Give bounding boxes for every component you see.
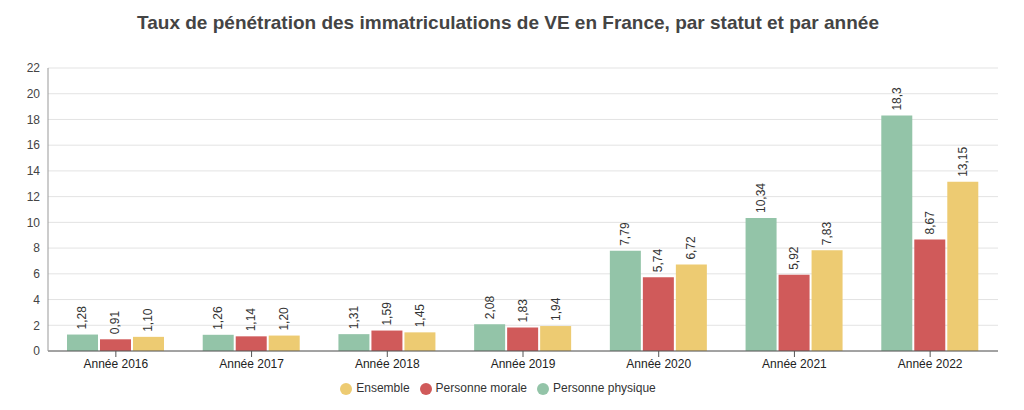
svg-text:18,3: 18,3 xyxy=(890,87,904,111)
svg-text:1,14: 1,14 xyxy=(244,308,258,332)
svg-text:Année 2017: Année 2017 xyxy=(219,357,284,371)
svg-text:10: 10 xyxy=(27,216,41,230)
html-text:Ensemble: Ensemble xyxy=(356,381,410,395)
svg-text:1,26: 1,26 xyxy=(211,306,225,330)
svg-text:1,45: 1,45 xyxy=(413,304,427,328)
svg-text:13,15: 13,15 xyxy=(956,146,970,176)
svg-text:2,08: 2,08 xyxy=(483,296,497,320)
svg-text:Année 2018: Année 2018 xyxy=(355,357,420,371)
svg-text:Année 2020: Année 2020 xyxy=(626,357,691,371)
svg-text:12: 12 xyxy=(27,190,41,204)
svg-text:14: 14 xyxy=(27,164,41,178)
svg-text:1,31: 1,31 xyxy=(347,305,361,329)
svg-text:20: 20 xyxy=(27,87,41,101)
svg-text:0,91: 0,91 xyxy=(109,311,123,335)
svg-text:0: 0 xyxy=(33,344,40,358)
svg-text:5,74: 5,74 xyxy=(651,248,665,272)
svg-text:1,10: 1,10 xyxy=(142,308,156,332)
svg-text:4: 4 xyxy=(33,293,40,307)
svg-text:22: 22 xyxy=(27,61,41,75)
svg-text:7,83: 7,83 xyxy=(820,222,834,246)
html-text:Taux de pénétration des immatr: Taux de pénétration des immatriculations… xyxy=(137,12,879,33)
svg-text:8: 8 xyxy=(33,241,40,255)
svg-text:6: 6 xyxy=(33,267,40,281)
svg-text:7,79: 7,79 xyxy=(618,222,632,246)
svg-text:1,94: 1,94 xyxy=(549,297,563,321)
svg-text:1,83: 1,83 xyxy=(516,299,530,323)
svg-text:2: 2 xyxy=(33,319,40,333)
svg-text:18: 18 xyxy=(27,113,41,127)
svg-text:5,92: 5,92 xyxy=(787,246,801,270)
svg-text:1,20: 1,20 xyxy=(277,307,291,331)
svg-text:Année 2016: Année 2016 xyxy=(83,357,148,371)
html-text:Personne physique: Personne physique xyxy=(553,381,656,395)
svg-text:1,59: 1,59 xyxy=(380,302,394,326)
svg-text:1,28: 1,28 xyxy=(76,306,90,330)
svg-text:10,34: 10,34 xyxy=(754,183,768,213)
svg-text:Année 2019: Année 2019 xyxy=(491,357,556,371)
svg-text:Année 2022: Année 2022 xyxy=(898,357,963,371)
svg-text:16: 16 xyxy=(27,138,41,152)
svg-text:8,67: 8,67 xyxy=(923,211,937,235)
html-text:Personne morale: Personne morale xyxy=(435,381,527,395)
svg-text:6,72: 6,72 xyxy=(684,236,698,260)
svg-text:Année 2021: Année 2021 xyxy=(762,357,827,371)
